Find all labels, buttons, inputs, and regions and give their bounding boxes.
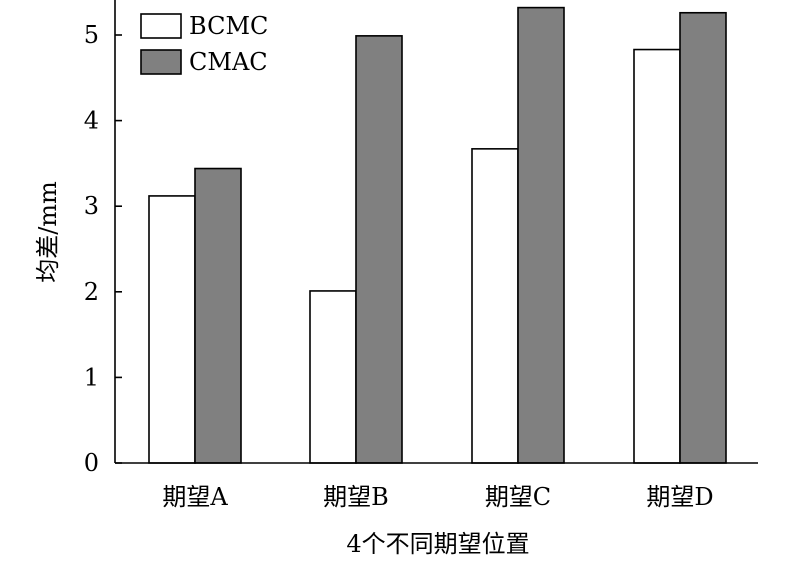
bar-cmac-1 — [194, 167, 242, 464]
axes-layer — [114, 0, 758, 464]
x-category-label: 期望D — [646, 483, 713, 511]
legend: BCMC CMAC — [140, 12, 268, 76]
x-category-label: 期望A — [162, 483, 228, 511]
x-category-label: 期望B — [323, 483, 389, 511]
y-tick-label: 2 — [84, 278, 99, 306]
bar-bcmc-1 — [148, 195, 196, 464]
x-axis-title: 4个不同期望位置 — [346, 530, 529, 558]
y-tick-label: 4 — [84, 107, 99, 135]
y-ticks: 0 1 2 3 4 5 — [84, 21, 122, 477]
y-tick-label: 1 — [84, 363, 99, 391]
legend-label-cmac: CMAC — [189, 48, 268, 76]
legend-swatch-bcmc — [140, 13, 182, 39]
bar-bcmc-4 — [633, 48, 681, 464]
bar-cmac-3 — [517, 6, 565, 464]
y-axis-title: 均差/mm — [34, 181, 62, 283]
bar-bcmc-3 — [471, 148, 519, 464]
bar-cmac-2 — [355, 35, 403, 464]
legend-swatch-cmac — [140, 49, 182, 75]
bar-cmac-4 — [679, 11, 727, 464]
x-category-labels: 期望A 期望B 期望C 期望D — [162, 483, 713, 511]
y-tick-label: 0 — [84, 449, 99, 477]
x-category-label: 期望C — [485, 483, 551, 511]
legend-label-bcmc: BCMC — [189, 12, 268, 40]
bar-bcmc-2 — [309, 290, 357, 464]
bars-layer — [148, 6, 727, 464]
y-tick-label: 5 — [84, 21, 99, 49]
y-tick-label: 3 — [84, 192, 99, 220]
